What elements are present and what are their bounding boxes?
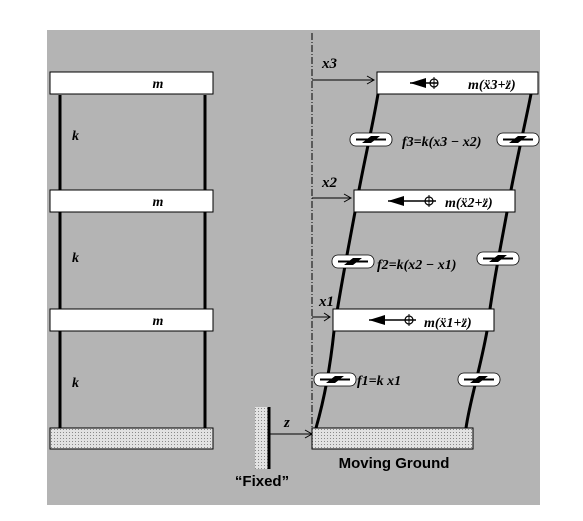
floor-3-inertia-arrow [410,77,439,89]
x3-displacement-arrow [312,75,376,85]
right-frame: m(ẍ3+z̈) m(ẍ2+z̈) m(ẍ1+z̈) x3 x2 x1 z [270,33,540,472]
x2-displacement-arrow [312,193,353,203]
left-floor-3-mass-label: m [153,77,164,92]
left-frame: m m m k k k [49,71,214,450]
floor-2-inertia-label: m(ẍ2+z̈) [445,196,493,211]
fixed-reference: “Fixed” [235,407,289,490]
story-3-spring-force-label: f3=k(x3 − x2) [402,135,481,150]
story-1-left-force-tag [313,372,357,387]
left-story-3-stiffness-label: k [72,129,79,144]
floor-1-inertia-arrow [369,314,416,326]
x2-label: x2 [321,175,338,191]
left-fixed-base [49,427,214,450]
left-floor-2-mass-label: m [153,195,164,210]
floor-2-inertia-arrow [388,195,436,207]
left-story-1-stiffness-label: k [72,376,79,391]
story-2-left-force-tag [331,254,375,269]
diagram-background [47,30,540,505]
right-floor-3-slab [376,71,539,95]
left-story-2-stiffness-label: k [72,251,79,266]
left-floor-1-slab [49,308,214,332]
story-1-right-force-tag [457,372,501,387]
moving-ground-base [311,427,474,450]
left-floor-2-slab [49,189,214,213]
fixed-label: “Fixed” [235,473,289,490]
z-label: z [283,415,290,431]
floor-1-inertia-label: m(ẍ1+z̈) [424,316,472,331]
x1-displacement-arrow [312,312,331,322]
left-floor-1-mass-label: m [153,314,164,329]
story-3-left-force-tag [349,132,393,147]
story-2-spring-force-label: f2=k(x2 − x1) [377,258,456,273]
x3-label: x3 [321,56,338,72]
story-1-spring-force-label: f1=k x1 [357,374,401,389]
fixed-reference-hatch [255,407,268,469]
left-floor-3-slab [49,71,214,95]
x1-label: x1 [318,294,334,310]
story-2-right-force-tag [476,251,520,266]
floor-3-inertia-label: m(ẍ3+z̈) [468,78,516,93]
story-3-right-force-tag [496,132,540,147]
moving-ground-label: Moving Ground [339,455,450,472]
